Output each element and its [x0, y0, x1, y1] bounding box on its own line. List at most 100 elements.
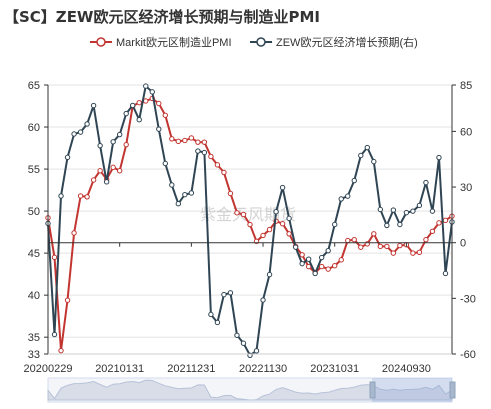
data-point [169, 182, 175, 188]
left-tick-label: 55 [28, 164, 40, 176]
series-layer [45, 83, 455, 358]
data-point [423, 236, 429, 243]
data-point [325, 266, 331, 272]
data-point [51, 254, 58, 261]
data-point [332, 263, 338, 269]
data-point [423, 179, 429, 186]
right-tick-label: 60 [460, 126, 472, 138]
data-point [318, 263, 325, 270]
data-point [436, 220, 442, 226]
data-point [97, 168, 103, 174]
data-point [143, 98, 149, 104]
data-point [390, 207, 397, 213]
data-point [253, 348, 260, 354]
data-point [240, 340, 247, 346]
data-point [234, 332, 240, 338]
data-point [377, 206, 384, 213]
x-tick-label: 20210131 [95, 363, 144, 375]
data-point [397, 242, 403, 249]
data-point [266, 226, 273, 233]
data-point [227, 190, 234, 197]
x-tick-label: 20221130 [239, 363, 287, 375]
data-point [410, 250, 416, 256]
data-point [234, 210, 240, 216]
right-tick-label: 30 [460, 182, 472, 194]
data-point [77, 193, 84, 199]
data-point [442, 270, 449, 277]
data-point [351, 236, 357, 243]
data-point [136, 99, 142, 106]
watermark: 紫金天风期货 [200, 205, 296, 224]
data-point [358, 152, 364, 159]
data-point [162, 160, 168, 167]
data-point [97, 142, 103, 149]
data-point [442, 217, 449, 224]
data-point [318, 254, 325, 261]
x-tick-label: 20231031 [310, 363, 359, 375]
data-point [332, 221, 338, 228]
data-point [175, 138, 182, 145]
data-point [195, 139, 201, 145]
right-tick-label: -60 [460, 349, 476, 361]
left-tick-label: 40 [28, 290, 40, 302]
data-point [286, 231, 292, 237]
data-point [201, 139, 208, 145]
data-point [416, 202, 423, 209]
data-point [247, 221, 253, 228]
data-point [84, 194, 90, 200]
data-point [64, 297, 71, 303]
data-point [162, 112, 168, 118]
data-point [338, 196, 344, 202]
data-point [195, 148, 201, 154]
data-point [286, 215, 292, 222]
legend-marker [96, 37, 106, 47]
data-point [77, 129, 84, 135]
data-point [182, 137, 188, 144]
data-point [345, 193, 351, 199]
data-point [279, 184, 286, 191]
data-point [156, 100, 162, 107]
data-point [410, 208, 416, 214]
zoom-selection [372, 378, 452, 402]
data-point [397, 221, 403, 228]
data-point [110, 139, 116, 145]
right-tick-label: 0 [460, 238, 466, 250]
data-point [201, 149, 208, 156]
data-point [279, 221, 286, 227]
data-point [260, 297, 266, 303]
left-tick-label: 35 [28, 332, 40, 344]
data-point [123, 141, 129, 148]
data-point [123, 110, 129, 117]
data-point [221, 291, 227, 298]
data-point [71, 131, 77, 137]
data-point [227, 290, 234, 296]
data-point [273, 209, 279, 215]
data-point [130, 102, 136, 109]
data-point [266, 271, 273, 278]
data-point [260, 232, 266, 239]
legend-marker [256, 37, 266, 47]
data-point [208, 153, 214, 160]
data-point [149, 89, 155, 95]
data-point [143, 83, 149, 89]
data-point [58, 193, 64, 199]
data-point [188, 190, 195, 196]
data-point [338, 257, 344, 263]
right-tick-label: -30 [460, 293, 476, 305]
left-tick-label: 33 [28, 349, 40, 361]
data-point [214, 319, 221, 326]
data-point [299, 252, 305, 258]
data-zoom-slider[interactable] [47, 377, 456, 403]
data-point [240, 211, 247, 218]
data-point [384, 243, 390, 250]
data-point [299, 260, 305, 267]
data-point [436, 154, 442, 161]
data-point [51, 331, 58, 338]
legend: Markit欧元区制造业PMI ZEW欧元区经济增长预期(右) [90, 35, 418, 49]
zoom-preview [47, 379, 453, 401]
data-point [403, 209, 410, 216]
data-point [64, 154, 71, 161]
zoom-handle-right [449, 381, 456, 399]
data-point [221, 169, 227, 176]
right-tick-label: 85 [460, 80, 472, 92]
